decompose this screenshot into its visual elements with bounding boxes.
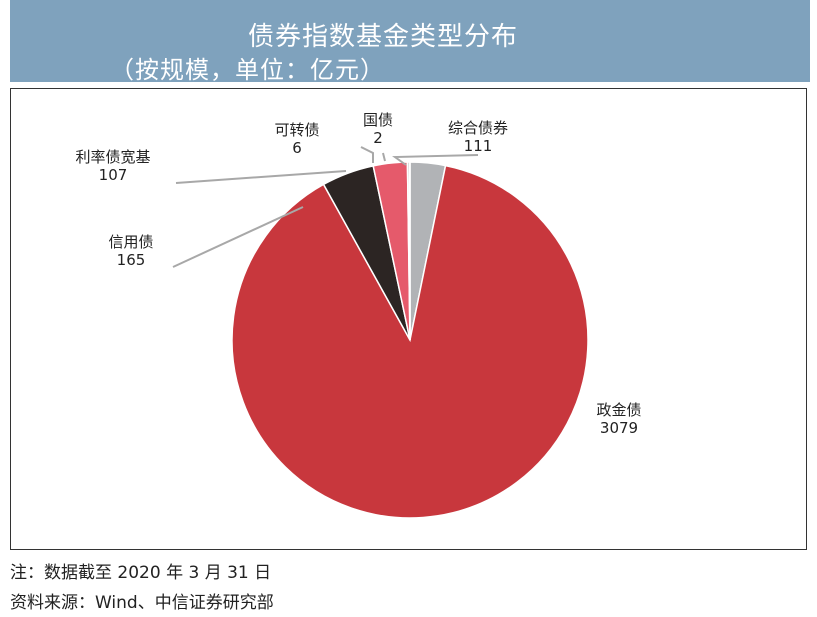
leader-line-6 [382,152,386,162]
slice-label-1: 综合债券 [448,119,508,137]
slice-value-5: 6 [292,139,302,157]
leader-line-3 [172,206,304,268]
data-note: 注：数据截至 2020 年 3 月 31 日 [10,563,272,583]
slice-value-2: 3079 [600,419,638,437]
slice-label-2: 政金债 [596,401,641,419]
slice-value-6: 2 [373,129,383,147]
slice-value-1: 111 [464,137,493,155]
leader-line-1 [392,154,479,166]
slice-label-3: 信用债 [108,233,153,251]
leader-line-5 [360,146,374,163]
pie-slice-2 [231,164,589,519]
chart-frame: 综合债券 111 政金债 3079 信用债 165 利率债宽基 107 可转债 6 国债 2 [10,88,807,550]
pie-slice-6 [408,161,411,341]
slice-value-3: 165 [117,251,146,269]
data-source: 资料来源：Wind、中信证券研究部 [10,593,274,613]
slice-label-4: 利率债宽基 [75,148,150,166]
slice-label-6: 国债 [363,111,393,129]
leader-line-4 [175,170,347,184]
chart-header: 债券指数基金类型分布 （按规模，单位：亿元） [10,0,810,84]
chart-subtitle: （按规模，单位：亿元） [110,56,385,84]
chart-title: 债券指数基金类型分布 [248,22,519,52]
slice-label-5: 可转债 [274,121,319,139]
slice-value-4: 107 [99,166,128,184]
